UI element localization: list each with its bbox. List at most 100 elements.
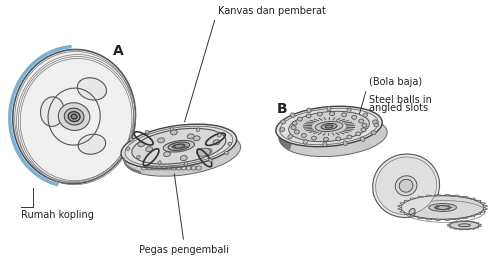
Polygon shape [443,194,452,196]
Ellipse shape [158,138,164,143]
Ellipse shape [276,106,382,147]
Polygon shape [469,215,475,217]
Polygon shape [452,218,461,220]
Ellipse shape [352,115,357,119]
Text: angled slots: angled slots [369,103,428,113]
Ellipse shape [136,155,140,159]
Polygon shape [470,228,475,230]
Polygon shape [483,207,488,210]
Polygon shape [475,227,479,228]
Ellipse shape [64,108,84,125]
Ellipse shape [173,144,185,148]
Ellipse shape [317,112,322,116]
Text: Steel balls in: Steel balls in [369,95,431,105]
Ellipse shape [306,114,311,118]
Ellipse shape [197,128,200,132]
Ellipse shape [325,125,333,128]
Ellipse shape [138,142,145,147]
Polygon shape [417,217,425,219]
Ellipse shape [197,148,211,156]
Ellipse shape [429,204,457,212]
Polygon shape [404,200,410,202]
Ellipse shape [170,127,173,131]
Ellipse shape [184,162,187,166]
Polygon shape [475,213,481,215]
Ellipse shape [78,134,106,154]
Ellipse shape [129,138,133,141]
Ellipse shape [281,120,286,124]
Polygon shape [447,224,451,225]
Polygon shape [454,228,459,230]
Polygon shape [478,224,482,225]
Polygon shape [465,221,470,222]
Ellipse shape [361,128,366,132]
Text: Pegas pengembali: Pegas pengembali [139,245,229,255]
Ellipse shape [375,157,437,215]
Polygon shape [459,221,465,222]
Text: B: B [276,102,287,116]
Ellipse shape [125,132,241,176]
Ellipse shape [168,142,190,150]
Polygon shape [443,219,452,221]
Ellipse shape [435,206,451,209]
Ellipse shape [362,123,367,127]
Polygon shape [425,195,433,197]
Ellipse shape [342,113,347,117]
Ellipse shape [363,113,368,117]
Polygon shape [400,202,405,205]
Ellipse shape [301,134,306,137]
Ellipse shape [281,116,387,157]
Polygon shape [410,198,417,200]
Ellipse shape [193,136,200,141]
Polygon shape [480,202,486,205]
Ellipse shape [225,151,229,154]
Ellipse shape [13,50,135,184]
Ellipse shape [228,142,232,145]
Text: A: A [113,44,124,58]
Ellipse shape [218,134,221,137]
Ellipse shape [361,137,365,141]
Ellipse shape [297,117,302,121]
Ellipse shape [158,161,161,165]
Ellipse shape [373,154,440,217]
Ellipse shape [280,127,285,132]
Ellipse shape [132,128,226,164]
Ellipse shape [187,134,194,139]
Ellipse shape [291,126,296,130]
Text: (Bola baja): (Bola baja) [369,77,422,87]
Ellipse shape [288,134,292,139]
Polygon shape [465,229,470,230]
Ellipse shape [330,112,335,116]
Polygon shape [461,196,469,198]
Ellipse shape [327,106,331,111]
Polygon shape [450,227,454,228]
Polygon shape [478,225,482,227]
Ellipse shape [170,130,177,135]
Polygon shape [447,225,451,227]
Ellipse shape [459,224,470,227]
Polygon shape [459,229,465,230]
Polygon shape [470,221,475,223]
Ellipse shape [323,142,327,147]
Polygon shape [397,207,402,210]
Ellipse shape [373,120,377,124]
Polygon shape [433,219,443,221]
Polygon shape [469,198,475,200]
Ellipse shape [58,103,90,131]
Polygon shape [454,221,459,223]
Ellipse shape [213,140,220,145]
Polygon shape [410,215,417,217]
Ellipse shape [292,121,297,125]
Polygon shape [433,194,443,196]
Ellipse shape [126,147,130,150]
Ellipse shape [163,140,195,152]
Ellipse shape [294,130,299,134]
Ellipse shape [401,196,484,219]
Polygon shape [425,218,433,220]
Text: Kanvas dan pemberat: Kanvas dan pemberat [218,6,326,16]
Ellipse shape [336,137,341,141]
Polygon shape [450,223,454,224]
Ellipse shape [146,147,153,152]
Polygon shape [452,195,461,197]
Polygon shape [417,196,425,198]
